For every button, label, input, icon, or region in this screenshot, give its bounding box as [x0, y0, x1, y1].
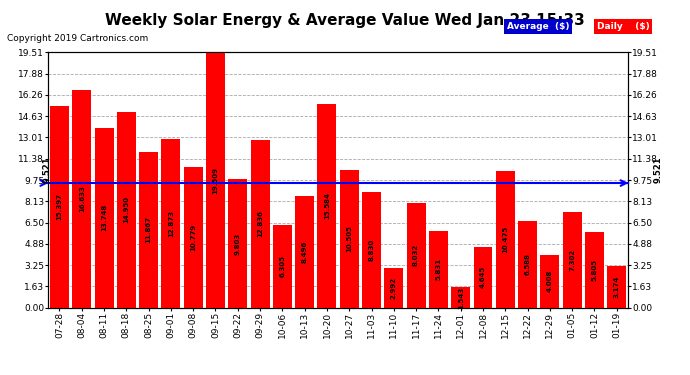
Text: 9.521: 9.521 [43, 156, 52, 183]
Bar [429, 231, 448, 308]
Text: 4.008: 4.008 [547, 270, 553, 292]
Text: 15.397: 15.397 [57, 194, 63, 220]
Bar [139, 152, 158, 308]
Bar [50, 106, 69, 307]
Text: 6.588: 6.588 [524, 254, 531, 276]
Bar [184, 166, 203, 308]
Text: 8.032: 8.032 [413, 244, 419, 266]
Text: 12.836: 12.836 [257, 210, 263, 237]
Text: 4.645: 4.645 [480, 266, 486, 288]
Text: 10.505: 10.505 [346, 225, 353, 252]
Text: 15.584: 15.584 [324, 192, 330, 219]
Text: 8.496: 8.496 [302, 241, 308, 263]
Text: 16.633: 16.633 [79, 185, 85, 212]
Text: 8.830: 8.830 [368, 238, 375, 261]
Bar [228, 179, 247, 308]
Bar [540, 255, 560, 308]
Text: 6.305: 6.305 [279, 255, 286, 277]
Bar [496, 171, 515, 308]
Bar [295, 196, 314, 308]
Text: 14.950: 14.950 [124, 196, 129, 223]
Bar [206, 53, 225, 308]
Bar [563, 212, 582, 308]
Text: 9.803: 9.803 [235, 232, 241, 255]
Bar [117, 112, 136, 308]
Bar [250, 140, 270, 308]
Bar [518, 221, 537, 308]
Bar [317, 104, 337, 308]
Bar [451, 287, 470, 308]
Bar [339, 170, 359, 308]
Text: 12.873: 12.873 [168, 210, 174, 237]
Text: 13.748: 13.748 [101, 204, 107, 231]
Text: 2.992: 2.992 [391, 277, 397, 299]
Bar [473, 247, 493, 308]
Text: 1.543: 1.543 [457, 286, 464, 309]
Text: 10.475: 10.475 [502, 225, 509, 253]
Text: Daily    ($): Daily ($) [597, 22, 649, 31]
Text: 11.867: 11.867 [146, 216, 152, 243]
Text: Weekly Solar Energy & Average Value Wed Jan 23 15:33: Weekly Solar Energy & Average Value Wed … [105, 13, 585, 28]
Text: 10.779: 10.779 [190, 224, 196, 251]
Bar [273, 225, 292, 308]
Bar [384, 268, 404, 308]
Bar [362, 192, 381, 308]
Text: 7.302: 7.302 [569, 249, 575, 271]
Text: Copyright 2019 Cartronics.com: Copyright 2019 Cartronics.com [7, 34, 148, 43]
Text: 5.831: 5.831 [435, 258, 442, 280]
Bar [607, 266, 627, 308]
Text: 19.509: 19.509 [213, 166, 219, 194]
Text: 5.805: 5.805 [591, 259, 598, 280]
Bar [161, 139, 180, 308]
Text: 3.174: 3.174 [613, 276, 620, 298]
Bar [95, 128, 114, 308]
Bar [72, 90, 91, 308]
Text: 9.521: 9.521 [654, 156, 663, 183]
Text: Average  ($): Average ($) [507, 22, 570, 31]
Bar [406, 202, 426, 308]
Bar [585, 232, 604, 308]
